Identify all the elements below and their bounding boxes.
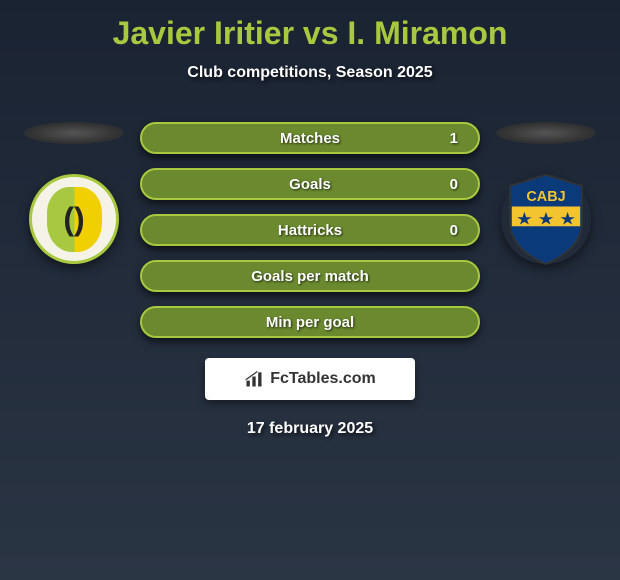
- boca-badge-text: CABJ: [526, 189, 565, 205]
- subtitle: Club competitions, Season 2025: [0, 64, 620, 82]
- stat-label: Matches: [280, 130, 340, 147]
- stat-label: Min per goal: [266, 314, 354, 331]
- vs-text: vs: [303, 15, 339, 51]
- boca-badge-icon: CABJ: [501, 172, 591, 267]
- club-logo-boca: CABJ: [501, 174, 591, 264]
- stat-row-matches: Matches 1: [140, 122, 480, 154]
- player-shadow-left: [24, 122, 124, 144]
- watermark-text: FcTables.com: [270, 370, 376, 388]
- stat-label: Goals per match: [251, 268, 369, 285]
- right-column: CABJ: [496, 122, 596, 264]
- stat-label: Goals: [289, 176, 331, 193]
- chart-icon: [244, 369, 264, 389]
- stat-row-goals-per-match: Goals per match: [140, 260, 480, 292]
- stats-column: Matches 1 Goals 0 Hattricks 0 Goals per …: [140, 122, 480, 338]
- player-shadow-right: [496, 122, 596, 144]
- left-column: (): [24, 122, 124, 264]
- stat-row-min-per-goal: Min per goal: [140, 306, 480, 338]
- stat-label: Hattricks: [278, 222, 342, 239]
- aldosivi-badge-icon: (): [47, 187, 102, 252]
- stat-value: 0: [450, 176, 458, 193]
- watermark: FcTables.com: [205, 358, 415, 400]
- club-logo-aldosivi: (): [29, 174, 119, 264]
- stat-value: 1: [450, 130, 458, 147]
- comparison-title: Javier Iritier vs I. Miramon: [0, 15, 620, 52]
- stat-value: 0: [450, 222, 458, 239]
- player1-name: Javier Iritier: [113, 15, 294, 51]
- comparison-card: Javier Iritier vs I. Miramon Club compet…: [0, 0, 620, 453]
- date-text: 17 february 2025: [0, 420, 620, 438]
- stat-row-goals: Goals 0: [140, 168, 480, 200]
- content-row: () Matches 1 Goals 0 Hattricks 0 Goals p…: [0, 122, 620, 338]
- player2-name: I. Miramon: [347, 15, 507, 51]
- stat-row-hattricks: Hattricks 0: [140, 214, 480, 246]
